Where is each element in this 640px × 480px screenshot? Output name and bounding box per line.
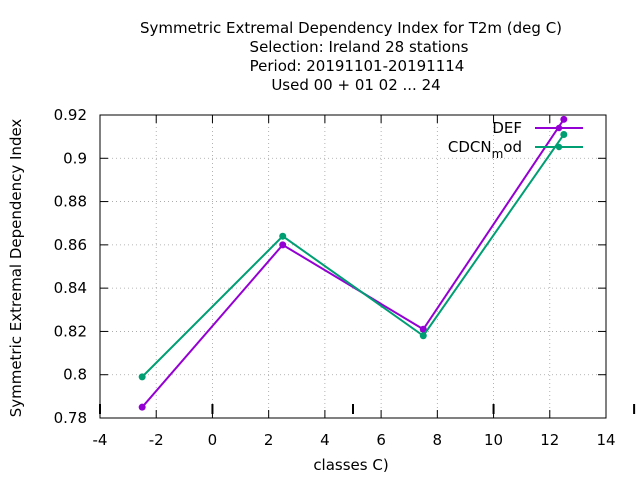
x-tick-label: 12 [540,431,559,449]
title-line-2: Selection: Ireland 28 stations [250,38,469,56]
y-tick-label: 0.88 [54,193,87,211]
y-tick-label: 0.78 [54,409,87,427]
x-tick-label: -4 [93,431,108,449]
plot-border [99,114,607,419]
grid [100,115,606,418]
x-tick-label: 14 [596,431,615,449]
legend: DEF CDCNmod [448,119,583,161]
x-tick-label: 6 [376,431,386,449]
data-point-def [138,403,146,411]
y-axis-label: Symmetric Extremal Dependency Index [7,119,25,418]
y-tick-label: 0.92 [54,106,87,124]
chart-title: Symmetric Extremal Dependency Index for … [140,19,562,94]
data-point-cdcn [279,232,287,240]
data-point-cdcn [419,332,427,340]
title-line-4: Used 00 + 01 02 ... 24 [271,76,440,94]
x-tick-label: 4 [320,431,330,449]
data-point-cdcn [138,373,146,381]
y-tick-label: 0.9 [63,149,87,167]
legend-label-def: DEF [492,119,522,137]
y-tick-label: 0.86 [54,236,87,254]
x-tick-label: 0 [208,431,218,449]
series-line-cdcn [141,133,565,378]
data-point-def [419,325,427,333]
x-axis-label: classes C) [313,456,388,474]
x-tick-label: 2 [264,431,274,449]
y-tick-label: 0.82 [54,322,87,340]
title-line-3: Period: 20191101-20191114 [250,57,465,75]
legend-marker-def [555,124,563,132]
legend-label-cdcn: CDCNmod [448,138,522,161]
x-tick-label: -2 [149,431,164,449]
legend-marker-cdcn [555,143,563,151]
x-tick-label: 10 [484,431,503,449]
axes [99,114,636,419]
legend-label-cdcn-sub: m [492,147,504,161]
series-line-def [141,118,565,408]
y-tick-label: 0.84 [54,279,87,297]
legend-label-cdcn-main: CDCN [448,138,492,156]
y-tick-label: 0.8 [63,366,87,384]
x-tick-label: 8 [433,431,443,449]
plot-area [138,115,568,411]
legend-label-cdcn-tail: od [503,138,522,156]
data-point-def [279,241,287,249]
title-line-1: Symmetric Extremal Dependency Index for … [140,19,562,37]
data-point-cdcn [560,130,568,138]
data-point-def [560,115,568,123]
tick-labels: 0.78 0.8 0.82 0.84 0.86 0.88 0.9 0.92 -4 -2 0 2 4 6 8 1… [54,106,616,449]
